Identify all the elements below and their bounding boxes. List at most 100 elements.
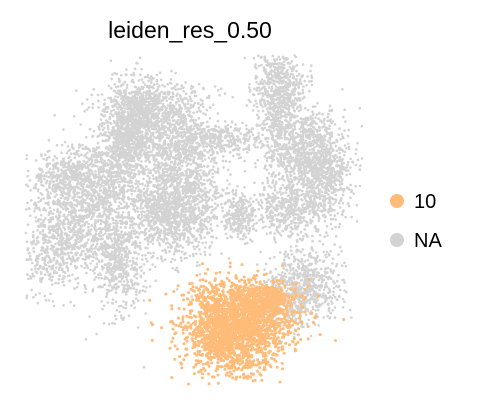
na-point <box>169 78 173 81</box>
na-point <box>157 171 161 174</box>
na-point <box>146 193 149 197</box>
na-point <box>124 170 127 173</box>
na-point <box>126 127 129 131</box>
na-point <box>145 113 149 116</box>
na-point <box>107 171 110 175</box>
na-point <box>118 192 121 195</box>
na-point <box>140 99 144 103</box>
na-point <box>111 131 114 134</box>
na-point <box>147 216 150 220</box>
na-point <box>181 101 185 105</box>
na-point <box>165 207 169 210</box>
na-point <box>149 252 152 255</box>
na-point <box>222 188 225 192</box>
na-point <box>101 128 105 132</box>
na-point <box>75 178 79 182</box>
na-point <box>114 99 118 102</box>
na-point <box>169 246 173 249</box>
na-point <box>161 249 164 252</box>
na-point <box>176 242 179 246</box>
na-point <box>123 119 126 122</box>
na-point <box>203 253 207 257</box>
na-point <box>188 241 191 244</box>
na-point <box>91 215 94 219</box>
na-point <box>93 155 96 159</box>
na-point <box>91 173 94 176</box>
na-point <box>32 295 35 299</box>
na-point <box>189 131 192 134</box>
na-point <box>172 86 175 90</box>
na-point <box>205 217 208 221</box>
na-point <box>178 228 181 232</box>
na-point <box>124 149 127 153</box>
na-point <box>204 241 208 244</box>
na-point <box>210 229 214 232</box>
na-point <box>98 194 101 197</box>
na-point <box>163 194 167 198</box>
na-point <box>101 206 105 209</box>
na-point <box>109 59 113 63</box>
na-point <box>169 184 173 187</box>
na-point <box>109 147 112 150</box>
na-point <box>111 114 115 118</box>
na-point <box>159 78 163 82</box>
na-point <box>176 232 180 236</box>
na-point <box>123 94 126 98</box>
na-point <box>146 246 149 250</box>
na-point <box>207 156 211 160</box>
na-point <box>136 119 139 122</box>
na-point <box>220 252 223 255</box>
na-point <box>132 108 135 112</box>
na-point <box>144 96 148 100</box>
na-point <box>196 187 200 190</box>
na-point <box>195 124 198 127</box>
na-point <box>195 110 199 114</box>
na-point <box>151 174 155 177</box>
na-point <box>188 254 192 258</box>
na-point <box>223 92 227 95</box>
na-point <box>136 99 140 103</box>
na-point <box>181 233 185 236</box>
na-point <box>193 247 196 251</box>
na-point <box>120 74 123 77</box>
na-point <box>189 106 192 109</box>
na-point <box>112 136 116 139</box>
na-point <box>110 153 114 157</box>
na-point <box>196 169 200 173</box>
na-point <box>169 260 173 264</box>
na-point <box>146 251 150 255</box>
na-point <box>211 172 214 176</box>
na-point <box>150 120 153 123</box>
na-point <box>176 225 180 229</box>
na-point <box>93 150 96 153</box>
na-point <box>168 113 171 117</box>
na-point <box>137 79 141 82</box>
na-point <box>193 101 197 105</box>
na-point <box>40 174 44 178</box>
na-point <box>193 181 197 184</box>
na-point <box>144 122 147 126</box>
na-point <box>126 180 129 184</box>
na-point <box>109 155 112 158</box>
na-point <box>213 195 217 199</box>
na-point <box>209 160 213 163</box>
na-point <box>86 174 90 177</box>
na-point <box>156 190 159 194</box>
na-point <box>185 188 188 191</box>
na-point <box>142 187 146 191</box>
na-point <box>144 94 148 97</box>
na-point <box>145 120 149 123</box>
na-point <box>179 256 183 260</box>
na-point <box>219 87 223 90</box>
na-point <box>90 228 93 231</box>
na-point <box>164 199 168 203</box>
na-point <box>116 119 119 122</box>
na-point <box>166 245 170 249</box>
na-point <box>146 206 150 209</box>
na-point <box>172 174 175 178</box>
na-point <box>194 130 197 134</box>
na-point <box>172 162 176 166</box>
na-point <box>158 210 162 213</box>
na-point <box>60 160 63 163</box>
na-point <box>163 85 166 88</box>
